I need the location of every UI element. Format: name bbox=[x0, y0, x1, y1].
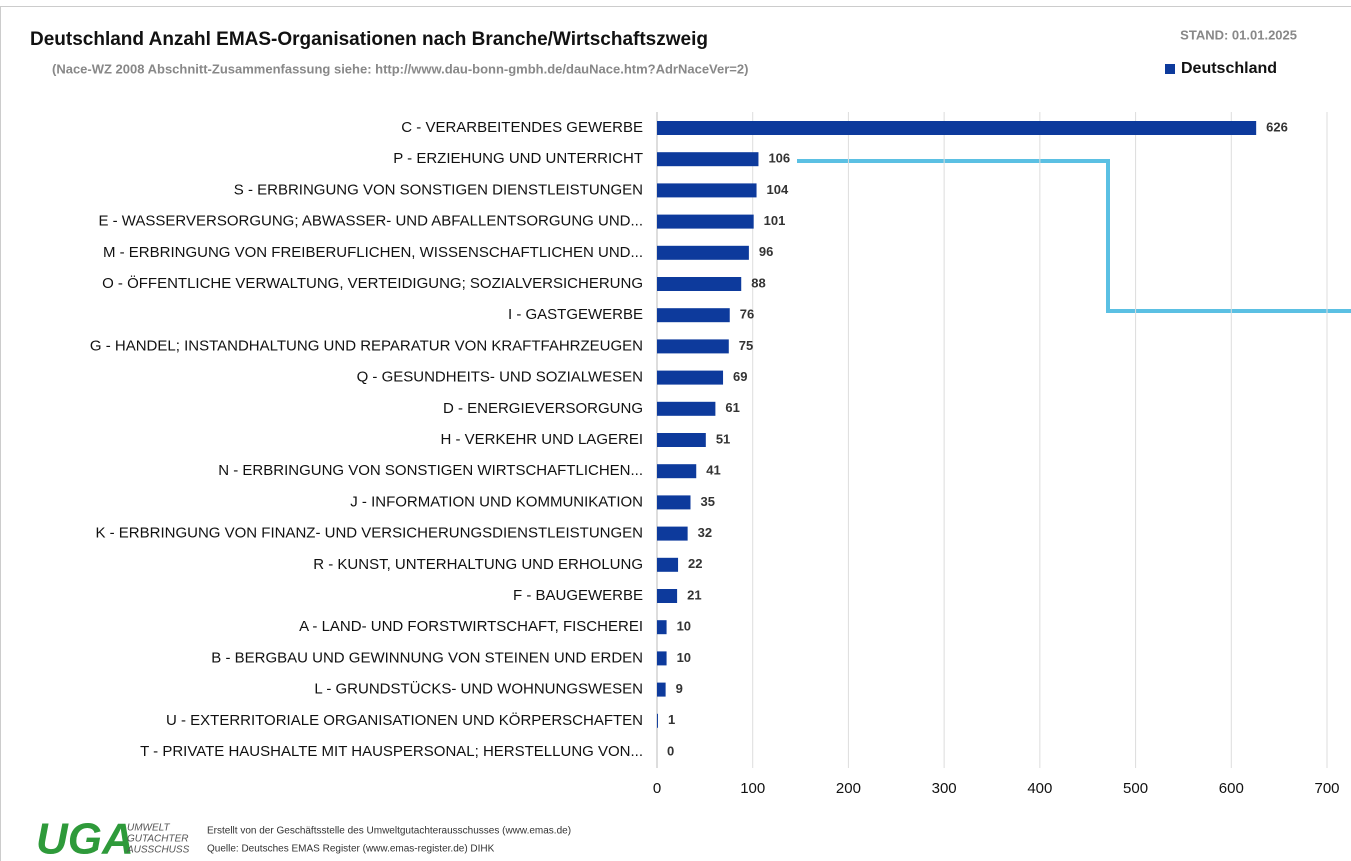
x-tick-label: 300 bbox=[932, 780, 957, 797]
footer-text: Quelle: Deutsches EMAS Register (www.ema… bbox=[207, 844, 495, 855]
data-label: 106 bbox=[768, 151, 790, 166]
x-tick-label: 600 bbox=[1219, 780, 1244, 797]
x-tick-label: 400 bbox=[1027, 780, 1052, 797]
bar bbox=[657, 651, 667, 666]
x-tick-label: 100 bbox=[740, 780, 765, 797]
bar bbox=[657, 464, 697, 479]
y-tick-label: S - ERBRINGUNG VON SONSTIGEN DIENSTLEIST… bbox=[234, 181, 643, 198]
y-tick-label: J - INFORMATION UND KOMMUNIKATION bbox=[350, 493, 643, 510]
y-tick-label: F - BAUGEWERBE bbox=[513, 587, 643, 604]
data-label: 0 bbox=[667, 743, 674, 758]
y-tick-label: C - VERARBEITENDES GEWERBE bbox=[401, 119, 643, 136]
bar bbox=[657, 245, 749, 260]
legend-label: Deutschland bbox=[1181, 60, 1277, 77]
x-tick-label: 0 bbox=[653, 780, 661, 797]
bar bbox=[657, 620, 667, 635]
data-label: 21 bbox=[687, 587, 701, 602]
bar bbox=[657, 433, 706, 447]
bar bbox=[657, 183, 757, 198]
y-tick-label: H - VERKEHR UND LAGEREI bbox=[440, 431, 643, 448]
y-tick-label: D - ENERGIEVERSORGUNG bbox=[443, 400, 643, 417]
data-label: 104 bbox=[767, 182, 789, 197]
y-tick-label: B - BERGBAU UND GEWINNUNG VON STEINEN UN… bbox=[211, 649, 643, 666]
x-tick-label: 500 bbox=[1123, 780, 1148, 797]
data-label: 22 bbox=[688, 556, 702, 571]
bar bbox=[657, 214, 754, 229]
data-label: 101 bbox=[764, 213, 786, 228]
data-label: 75 bbox=[739, 338, 753, 353]
data-label: 96 bbox=[759, 244, 773, 259]
chart-subtitle: (Nace-WZ 2008 Abschnitt-Zusammenfassung … bbox=[52, 61, 748, 76]
y-tick-label: G - HANDEL; INSTANDHALTUNG UND REPARATUR… bbox=[90, 337, 643, 354]
legend-swatch bbox=[1165, 64, 1175, 74]
data-label: 35 bbox=[701, 494, 715, 509]
logo-text: GUTACHTER bbox=[127, 834, 188, 845]
x-tick-label: 700 bbox=[1314, 780, 1339, 797]
data-label: 10 bbox=[677, 650, 691, 665]
bar bbox=[657, 401, 716, 416]
y-tick-label: O - ÖFFENTLICHE VERWALTUNG, VERTEIDIGUNG… bbox=[102, 274, 643, 292]
data-label: 76 bbox=[740, 307, 754, 322]
data-label: 10 bbox=[677, 619, 691, 634]
data-label: 88 bbox=[751, 275, 765, 290]
logo-text: UMWELT bbox=[127, 823, 170, 834]
bar bbox=[657, 121, 1257, 135]
y-tick-label: R - KUNST, UNTERHALTUNG UND ERHOLUNG bbox=[313, 556, 643, 573]
bar bbox=[657, 495, 691, 510]
y-tick-label: U - EXTERRITORIALE ORGANISATIONEN UND KÖ… bbox=[166, 711, 643, 729]
callout-line bbox=[797, 159, 1351, 313]
y-tick-label: A - LAND- UND FORSTWIRTSCHAFT, FISCHEREI bbox=[299, 618, 643, 635]
y-tick-label: L - GRUNDSTÜCKS- UND WOHNUNGSWESEN bbox=[314, 680, 643, 698]
y-tick-label: T - PRIVATE HAUSHALTE MIT HAUSPERSONAL; … bbox=[140, 743, 643, 760]
y-tick-label: K - ERBRINGUNG VON FINANZ- UND VERSICHER… bbox=[95, 525, 643, 542]
bar bbox=[657, 682, 666, 697]
y-tick-label: I - GASTGEWERBE bbox=[508, 306, 643, 323]
chart-title: Deutschland Anzahl EMAS-Organisationen n… bbox=[30, 29, 708, 50]
y-tick-label: M - ERBRINGUNG VON FREIBERUFLICHEN, WISS… bbox=[103, 244, 643, 261]
logo-text: AUSSCHUSS bbox=[126, 845, 190, 856]
y-tick-label: P - ERZIEHUNG UND UNTERRICHT bbox=[393, 150, 643, 167]
data-label: 1 bbox=[668, 712, 675, 727]
data-label: 32 bbox=[698, 525, 712, 540]
y-tick-label: Q - GESUNDHEITS- UND SOZIALWESEN bbox=[357, 369, 643, 386]
bar bbox=[657, 713, 658, 728]
bar bbox=[657, 339, 729, 354]
bar bbox=[657, 370, 724, 385]
annotation: STAND: 01.01.2025 bbox=[1180, 27, 1297, 42]
bar bbox=[657, 526, 688, 541]
frame bbox=[0, 6, 1351, 861]
bar bbox=[657, 589, 678, 603]
logo: UGA bbox=[36, 815, 134, 861]
data-label: 61 bbox=[725, 400, 739, 415]
data-label: 69 bbox=[733, 369, 747, 384]
bar bbox=[657, 277, 742, 291]
data-label: 41 bbox=[706, 463, 720, 478]
data-label: 626 bbox=[1266, 119, 1288, 134]
bar bbox=[657, 152, 759, 167]
y-tick-label: E - WASSERVERSORGUNG; ABWASSER- UND ABFA… bbox=[98, 213, 643, 230]
y-tick-label: N - ERBRINGUNG VON SONSTIGEN WIRTSCHAFTL… bbox=[218, 462, 643, 479]
footer-text: Erstellt von der Geschäftsstelle des Umw… bbox=[207, 826, 571, 837]
data-label: 9 bbox=[676, 681, 683, 696]
data-label: 51 bbox=[716, 431, 730, 446]
bar bbox=[657, 308, 730, 323]
x-tick-label: 200 bbox=[836, 780, 861, 797]
bar bbox=[657, 557, 679, 572]
